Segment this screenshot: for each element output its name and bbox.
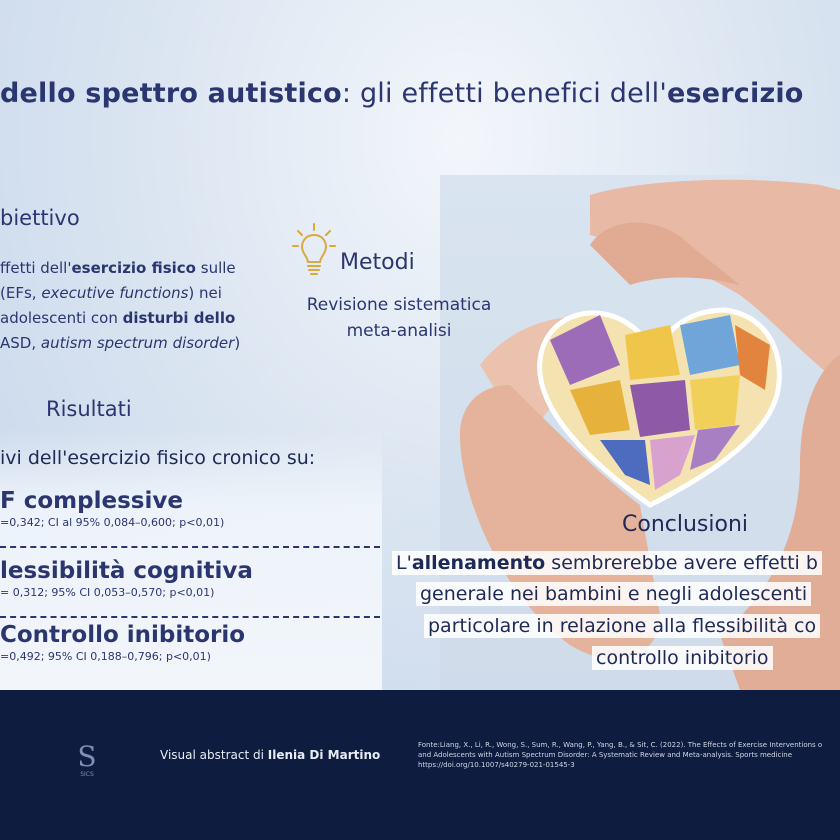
result-item-inhibition: Controllo inibitorio =0,492; 95% CI 0,18… bbox=[0, 622, 246, 663]
divider bbox=[0, 616, 380, 618]
page-title: dello spettro autistico: gli effetti ben… bbox=[0, 78, 804, 109]
results-panel bbox=[0, 428, 382, 690]
puzzle-heart bbox=[537, 307, 782, 508]
conclusion-line: controllo inibitorio bbox=[592, 646, 773, 670]
source-citation: Fonte:Liang, X., Li, R., Wong, S., Sum, … bbox=[418, 741, 823, 769]
conclusions-heading: Conclusioni bbox=[622, 512, 749, 537]
methods-text: Revisione sistematica meta-analisi bbox=[306, 295, 492, 341]
results-intro: ivi dell'esercizio fisico cronico su: bbox=[0, 447, 316, 469]
objective-text: ffetti dell'esercizio fisico sulle (EFs,… bbox=[0, 259, 241, 352]
result-item-flexibility: lessibilità cognitiva = 0,312; 95% CI 0,… bbox=[0, 558, 253, 599]
results-heading: Risultati bbox=[46, 397, 132, 421]
conclusion-line: L'allenamento sembrerebbe avere effetti … bbox=[392, 551, 822, 575]
puzzle-heart-image bbox=[440, 175, 840, 690]
lightbulb-icon bbox=[292, 223, 336, 275]
conclusion-line: generale nei bambini e negli adolescenti bbox=[416, 582, 812, 606]
conclusion-line: particolare in relazione alla flessibili… bbox=[424, 614, 821, 638]
visual-abstract-credit: Visual abstract di Ilenia Di Martino bbox=[160, 748, 381, 762]
svg-text:S: S bbox=[77, 740, 96, 773]
objective-heading: biettivo bbox=[0, 206, 80, 230]
result-item-ef: F complessive =0,342; CI al 95% 0,084–0,… bbox=[0, 488, 225, 529]
divider bbox=[0, 546, 380, 548]
svg-text:SICS: SICS bbox=[80, 771, 94, 778]
footer bbox=[0, 690, 840, 840]
methods-heading: Metodi bbox=[340, 250, 415, 275]
sics-logo: S SICS bbox=[77, 740, 96, 778]
